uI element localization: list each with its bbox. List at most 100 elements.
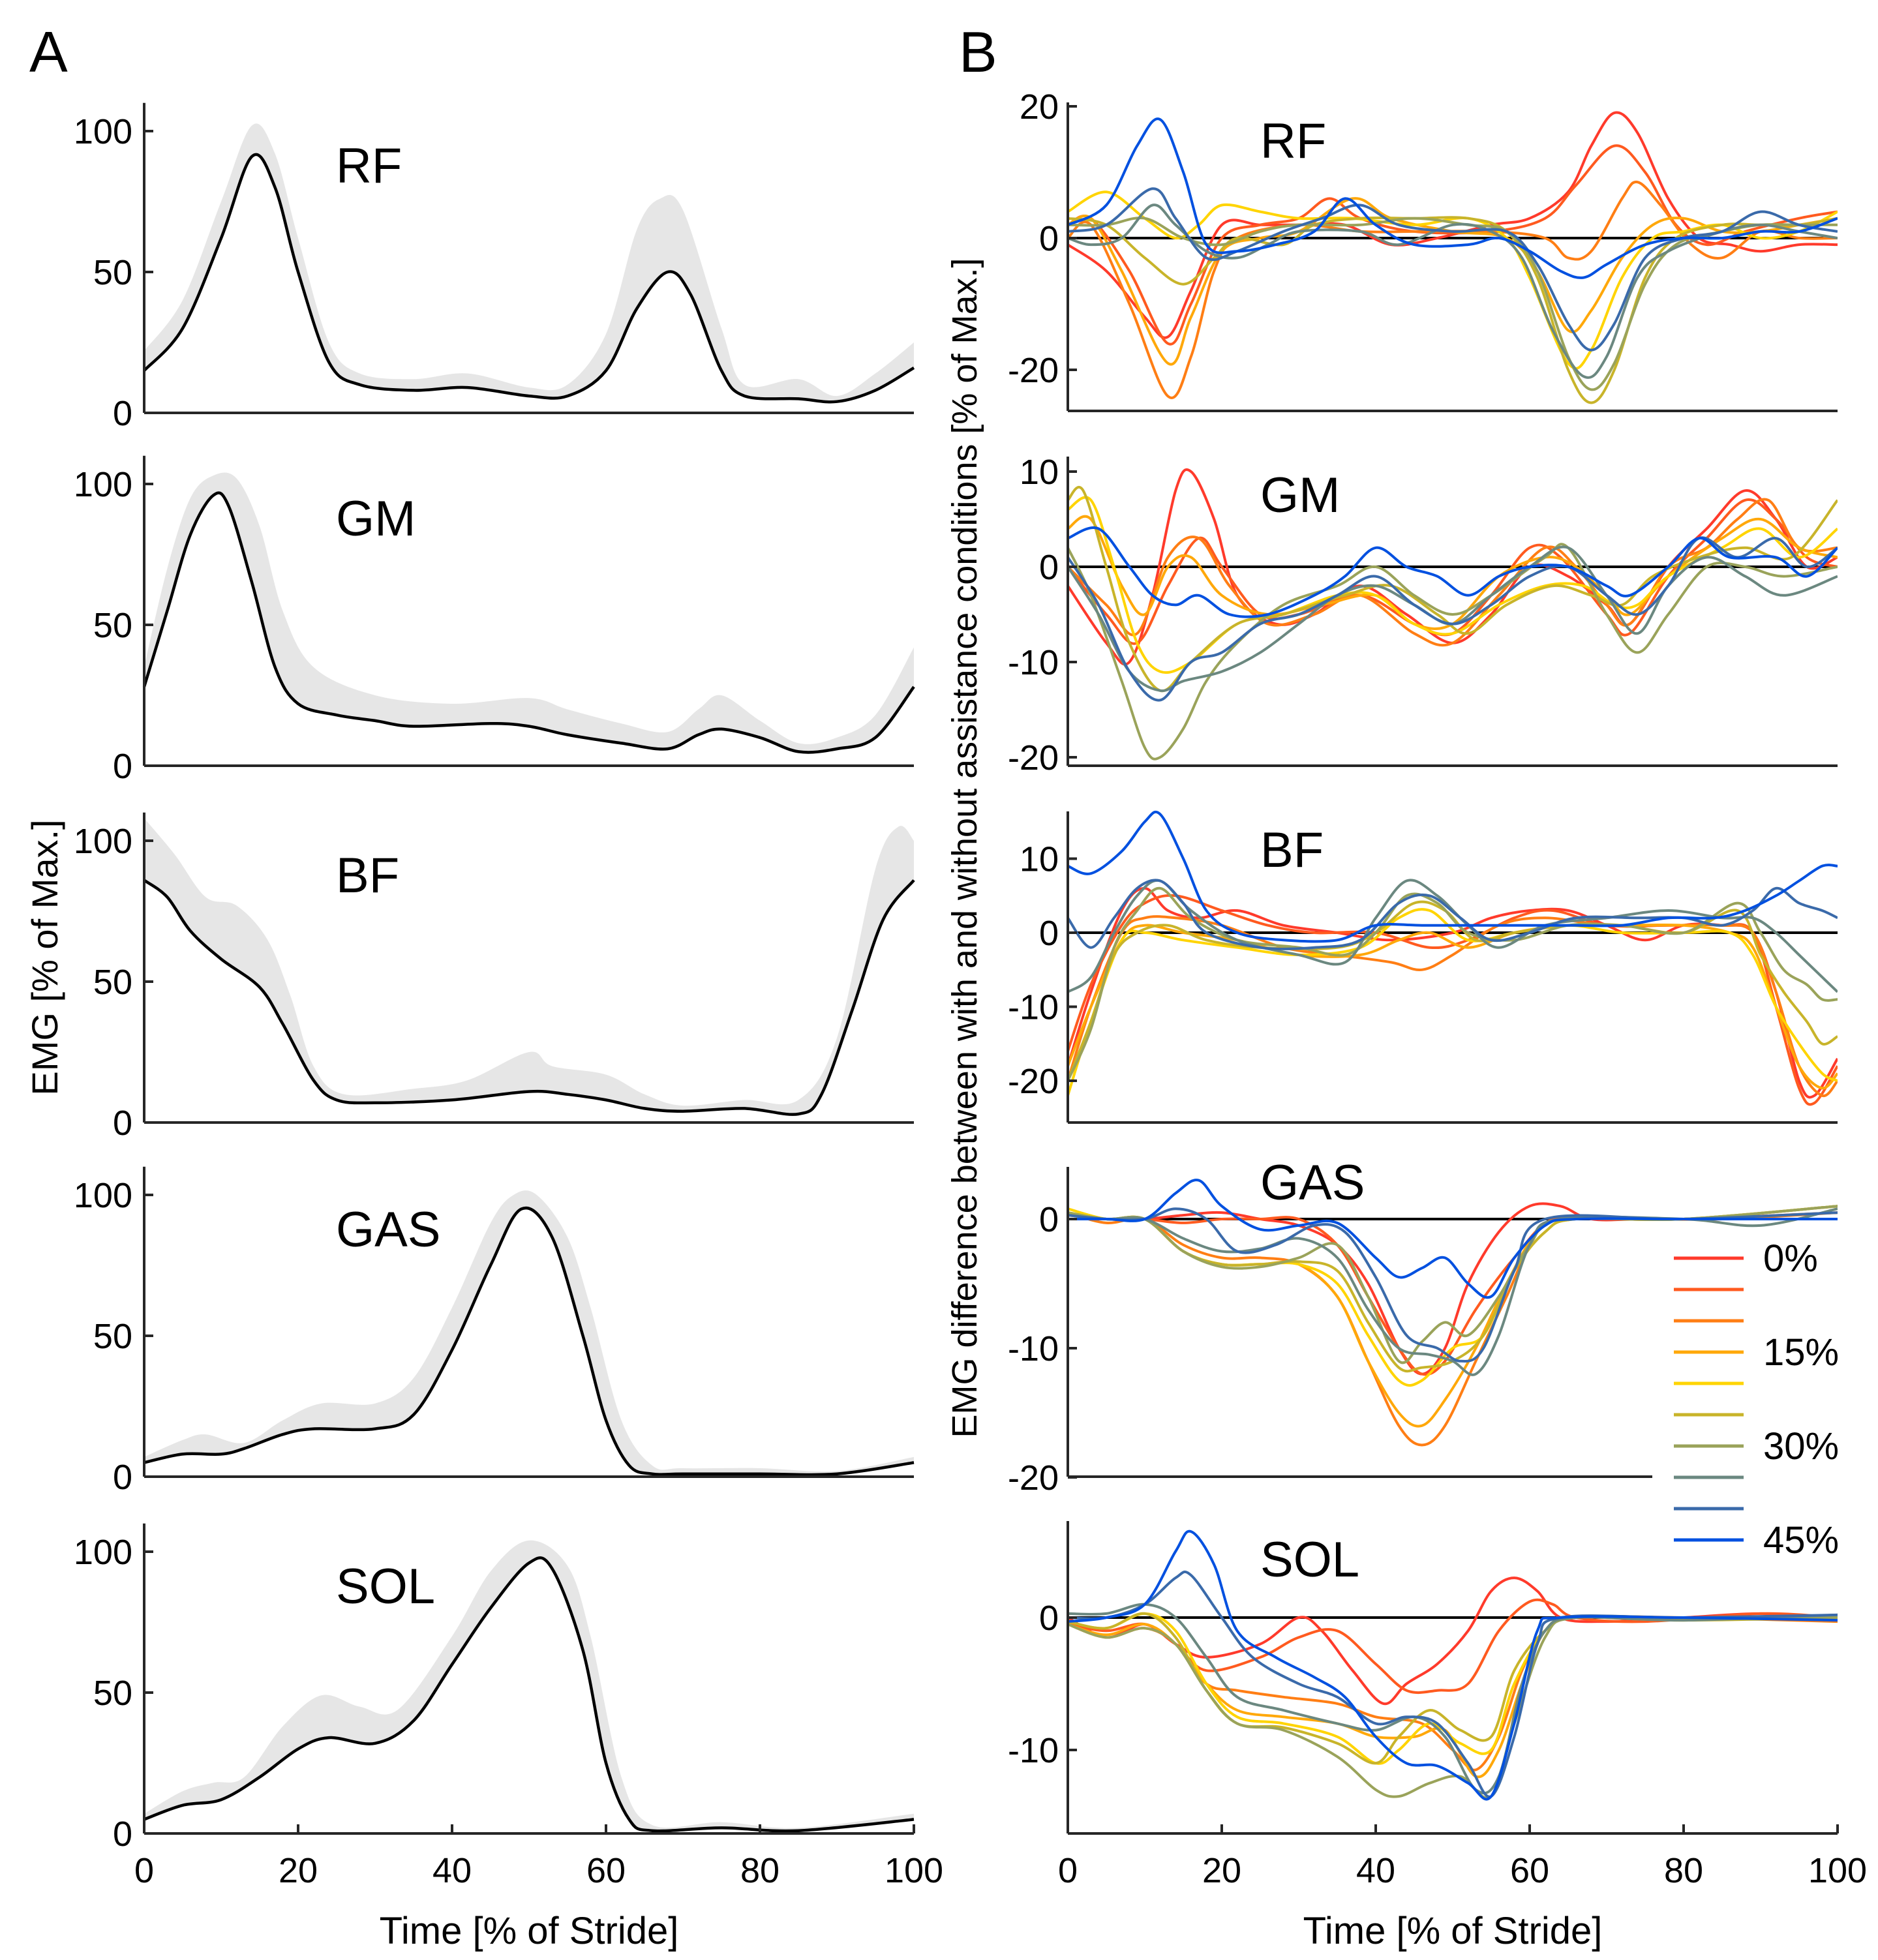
x-tick-label: 80 (1664, 1851, 1703, 1890)
y-tick-label: -20 (1008, 1062, 1059, 1101)
x-axis-title: Time [% of Stride] (380, 1910, 679, 1952)
y-tick-label: 50 (93, 606, 132, 645)
difference-line-3 (1068, 923, 1838, 1090)
subplot-a-gm: 0 50 100 GM (74, 455, 915, 786)
difference-line-8 (1068, 1207, 1838, 1363)
y-tick-label: -10 (1008, 1329, 1059, 1368)
mean-emg-line (143, 879, 915, 1116)
difference-line-8 (1068, 1570, 1838, 1798)
mean-emg-line (144, 1206, 915, 1477)
y-axis-title: EMG [% of Max.] (24, 819, 65, 1095)
difference-line-4 (1068, 908, 1838, 1096)
x-tick-label: 40 (432, 1851, 472, 1890)
muscle-label: RF (1260, 113, 1326, 169)
subplot-a-rf: 0 50 100 RF (74, 102, 915, 433)
series-group (1068, 468, 1838, 761)
subplot-b-rf: -20 0 20 RF (1008, 87, 1838, 412)
series-group (1068, 810, 1838, 1106)
difference-line-2 (1068, 181, 1838, 399)
y-tick-label: 0 (113, 1815, 132, 1854)
mean-emg-line (144, 1556, 915, 1833)
variability-band (144, 1190, 914, 1475)
legend-label: 15% (1763, 1331, 1839, 1374)
y-tick-label: 100 (74, 1533, 132, 1572)
y-tick-label: 0 (113, 747, 132, 786)
series-group (1068, 1530, 1838, 1801)
legend-label: 30% (1763, 1425, 1839, 1468)
x-tick-label: 20 (279, 1851, 318, 1890)
difference-line-6 (1068, 1205, 1838, 1364)
difference-line-8 (1068, 879, 1838, 950)
muscle-label: GAS (336, 1202, 441, 1258)
difference-line-6 (1068, 886, 1838, 1081)
muscle-label: BF (1260, 822, 1324, 878)
y-tick-label: 0 (113, 1458, 132, 1497)
y-tick-label: 100 (74, 112, 132, 151)
panel-label-a: A (29, 20, 68, 84)
legend: 0% 15% 30% 45% (1674, 1237, 1839, 1561)
y-tick-label: -20 (1008, 1458, 1059, 1498)
difference-line-8 (1068, 536, 1838, 702)
difference-line-9 (1068, 526, 1838, 618)
y-tick-label: 0 (1039, 1200, 1059, 1239)
variability-band (144, 1540, 914, 1832)
y-tick-label: 0 (113, 1104, 132, 1143)
muscle-label: RF (336, 138, 402, 194)
subplot-b-sol: -10 0 SOL 0 20 40 60 80 100 (1008, 1521, 1867, 1890)
subplot-a-gas: 0 50 100 GAS (74, 1166, 915, 1497)
series-group (1068, 1179, 1838, 1447)
difference-line-1 (1068, 1598, 1838, 1695)
y-tick-label: 0 (1039, 548, 1059, 587)
x-tick-label: 100 (885, 1851, 943, 1890)
difference-line-9 (1068, 810, 1838, 943)
x-tick-label: 20 (1202, 1851, 1241, 1890)
variability-band (144, 472, 914, 753)
y-tick-label: 50 (93, 253, 132, 292)
x-tick-label: 80 (740, 1851, 780, 1890)
y-tick-label: -20 (1008, 738, 1059, 777)
x-tick-label: 0 (1058, 1851, 1078, 1890)
variability-band (144, 123, 914, 402)
difference-line-1 (1068, 498, 1838, 645)
y-tick-label: 0 (1039, 219, 1059, 258)
series-group (1068, 111, 1838, 404)
legend-label: 45% (1763, 1519, 1839, 1561)
difference-line-8 (1068, 187, 1838, 352)
x-tick-label: 40 (1356, 1851, 1395, 1890)
muscle-label: BF (336, 848, 399, 903)
y-tick-label: 10 (1020, 840, 1059, 879)
y-tick-label: 0 (113, 394, 132, 433)
mean-emg-line (142, 491, 915, 754)
subplot-b-bf: -20 -10 0 10 BF (1008, 810, 1838, 1124)
panel-a: 0 50 100 RF 0 50 100 GM 0 50 100 BF 0 50 100 GAS 0 50 100 S… (24, 102, 943, 1952)
y-tick-label: 100 (74, 465, 132, 504)
y-tick-label: 10 (1020, 453, 1059, 492)
y-tick-label: 0 (1039, 914, 1059, 953)
difference-line-9 (1068, 1530, 1838, 1801)
x-tick-label: 0 (134, 1851, 154, 1890)
panel-b: -20 0 20 RF -20 -10 0 10 GM -20 -10 0 10 BF -20 -10 0 GAS… (945, 87, 1867, 1952)
difference-line-9 (1068, 1179, 1838, 1299)
panel-label-b: B (959, 20, 997, 84)
y-tick-label: 0 (1039, 1599, 1059, 1638)
difference-line-9 (1068, 117, 1838, 279)
x-tick-label: 100 (1808, 1851, 1867, 1890)
mean-emg-line (143, 153, 915, 404)
difference-line-0 (1068, 468, 1838, 666)
muscle-label: SOL (336, 1559, 435, 1614)
x-tick-label: 60 (586, 1851, 626, 1890)
y-tick-label: -20 (1008, 351, 1059, 390)
y-tick-label: 50 (93, 1317, 132, 1356)
y-tick-label: -10 (1008, 643, 1059, 682)
y-tick-label: 100 (74, 822, 132, 861)
difference-line-2 (1068, 498, 1838, 647)
muscle-label: GAS (1260, 1155, 1365, 1211)
muscle-label: SOL (1260, 1532, 1359, 1588)
subplot-a-sol: 0 50 100 SOL 0 20 40 60 80 100 (74, 1523, 943, 1890)
x-tick-label: 60 (1510, 1851, 1549, 1890)
subplot-b-gas: -20 -10 0 GAS (1008, 1155, 1838, 1498)
difference-line-1 (1068, 1211, 1838, 1376)
y-axis-title: EMG difference between with and without … (945, 258, 984, 1438)
difference-line-5 (1068, 485, 1838, 693)
